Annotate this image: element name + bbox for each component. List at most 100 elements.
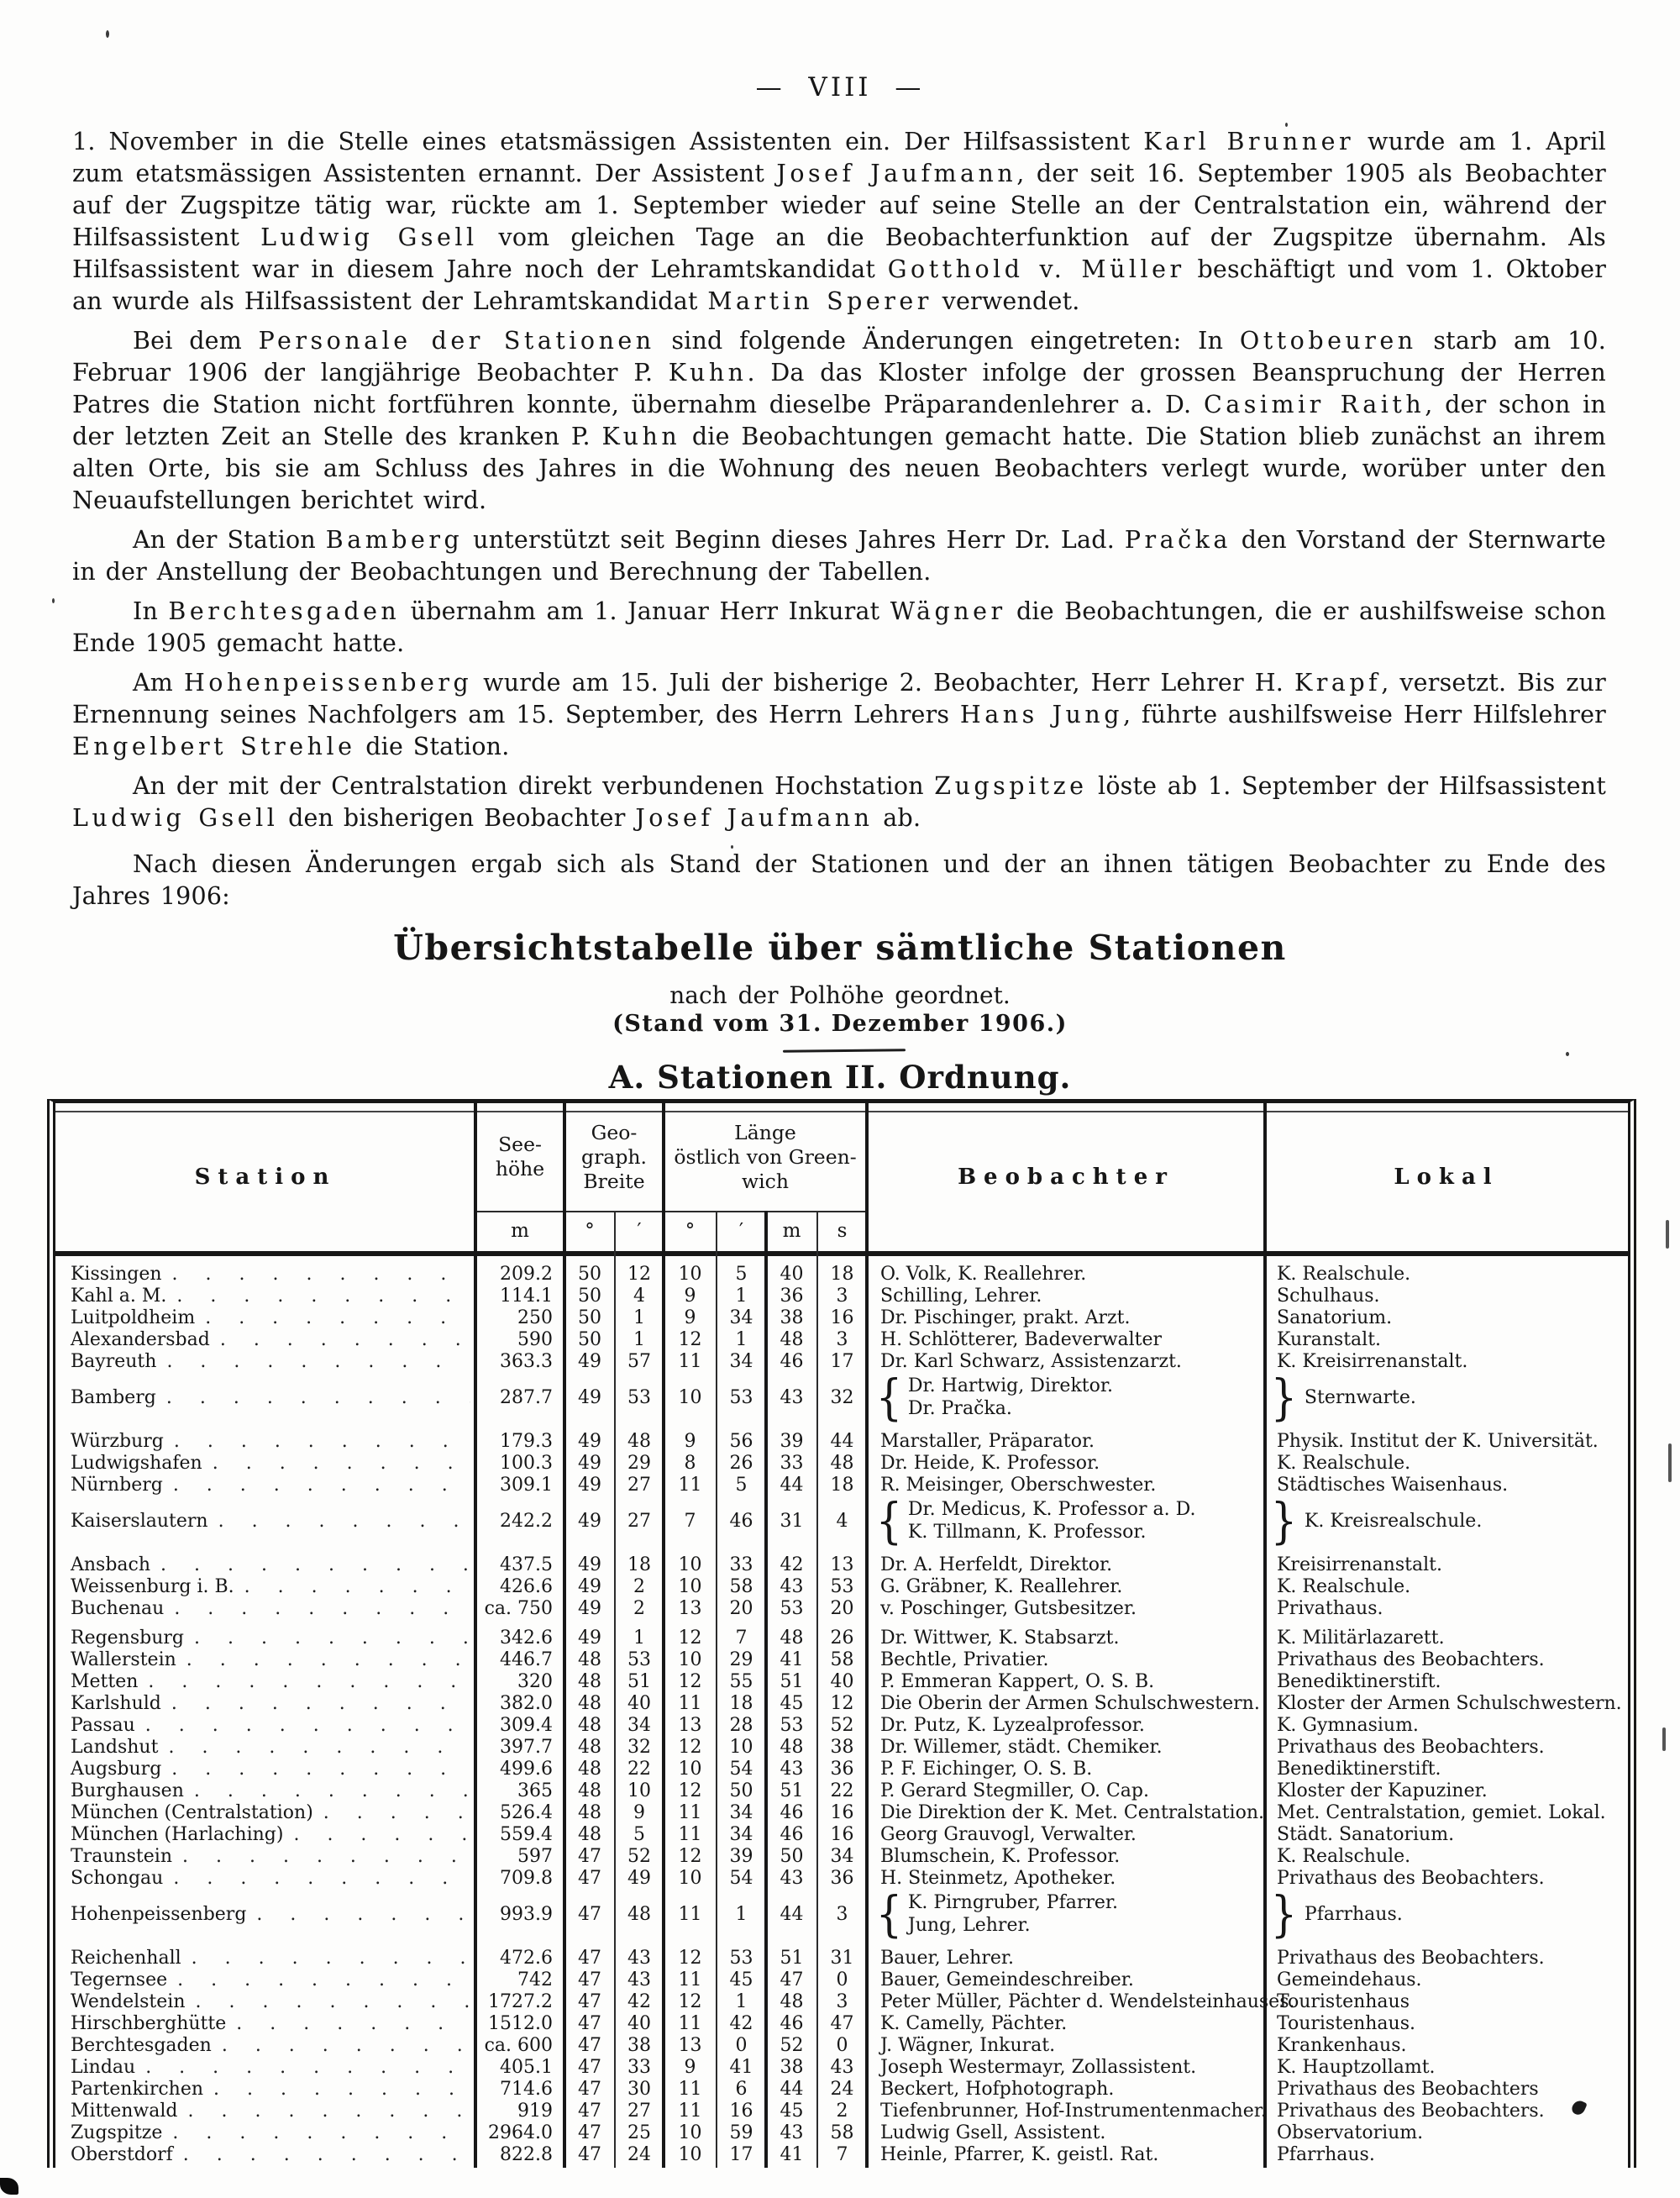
lokal-text: Touristenhaus [1277,1990,1410,2012]
units-divider [475,1211,867,1212]
lokal-text: Städtisches Waisenhaus. [1277,1474,1509,1496]
laenge-min-cell: 16 [729,2100,753,2122]
lokal-cell: K. Realschule. [1265,1576,1628,1597]
breite-deg-cell: 48 [578,1692,601,1714]
dot-leader: . . . . . . . . . . . . . . . . . . . . … [205,1307,470,1328]
laenge-s-cell: 22 [830,1780,854,1801]
scan-artifact [1285,123,1288,127]
breite-min-cell: 48 [627,1430,651,1452]
beobachter-cell: Bauer, Lehrer. [880,1947,1014,1969]
laenge-m-cell: 53 [780,1714,804,1736]
station-cell: Partenkirchen . . . . . . . . . . . . . .… [55,2079,475,2100]
station-name: Weissenburg i. B. [71,1575,234,1597]
emphasized-name: Casimir Raith [1203,391,1425,418]
breite-deg-cell: 47 [578,1903,601,1925]
beobachter-name: K. Tillmann, K. Professor. [907,1522,1147,1543]
laenge-s-cell: 12 [830,1692,854,1714]
station-cell: Burghausen . . . . . . . . . . . . . . . … [55,1780,475,1801]
station-cell: Landshut . . . . . . . . . . . . . . . . … [55,1737,475,1758]
seehoehe-cell: 287.7 [500,1386,553,1408]
beobachter-cell: H. Steinmetz, Apotheker. [880,1867,1116,1889]
station-name: Würzburg [71,1430,164,1452]
lokal-text: K. Hauptzollamt. [1277,2056,1436,2078]
laenge-m-cell: 46 [780,2012,804,2034]
breite-min-cell: 42 [627,1990,651,2012]
station-cell: Lindau . . . . . . . . . . . . . . . . . … [55,2057,475,2078]
station-cell: Buchenau . . . . . . . . . . . . . . . . … [55,1598,475,1619]
breite-deg-cell: 47 [578,2078,601,2100]
beobachter-name: Dr. Pračka. [907,1398,1012,1419]
laenge-min-cell: 54 [729,1867,753,1889]
laenge-min-cell: 6 [735,2078,748,2100]
lokal-cell: Kuranstalt. [1265,1329,1628,1350]
laenge-m-cell: 43 [780,1758,804,1780]
text-run: Am [133,669,184,697]
table-top-rule [55,1111,1628,1112]
table-row: Lindau . . . . . . . . . . . . . . . . . … [55,2056,1628,2078]
breite-deg-cell: 47 [578,2100,601,2122]
breite-min-cell: 1 [633,1328,645,1350]
dot-leader: . . . . . . . . . . . . . . . . . . . . … [145,2056,470,2078]
lokal-cell: Privathaus des Beobachters. [1265,1868,1628,1889]
laenge-m-cell: 44 [780,1474,804,1496]
breite-deg-cell: 48 [578,1758,601,1780]
laenge-s-cell: 16 [830,1823,854,1845]
seehoehe-cell: ca. 600 [484,2034,553,2056]
breite-deg-cell: 50 [578,1263,601,1285]
dot-leader: . . . . . . . . . . . . . . . . . . . . … [236,2012,470,2034]
unit-lat-minutes: ′ [637,1220,642,1242]
laenge-m-cell: 43 [780,1575,804,1597]
laenge-s-cell: 3 [836,1990,848,2012]
station-name: Burghausen [71,1780,184,1801]
lokal-cell: Privathaus des Beobachters. [1265,2101,1628,2122]
dot-leader: . . . . . . . . . . . . . . . . . . . . … [173,1867,470,1889]
lokal-text: K. Militärlazarett. [1277,1627,1445,1648]
table-row: Berchtesgaden . . . . . . . . . . . . . .… [55,2034,1628,2056]
dot-leader: . . . . . . . . . . . . . . . . . . . . … [219,1328,470,1350]
laenge-s-cell: 40 [830,1670,854,1692]
station-name: Hirschberghütte [71,2012,227,2034]
station-cell: Hirschberghütte . . . . . . . . . . . . .… [55,2013,475,2034]
lokal-cell: Kloster der Armen Schulschwestern. [1265,1693,1628,1714]
breite-deg-cell: 49 [578,1510,601,1532]
dot-leader: . . . . . . . . . . . . . . . . . . . . … [176,1285,470,1307]
laenge-s-cell: 0 [836,1969,848,1990]
laenge-min-cell: 53 [729,1386,753,1408]
station-name: Luitpoldheim [71,1307,196,1328]
section-heading: A. Stationen II. Ordnung. [608,1059,1072,1096]
lokal-text: Privathaus des Beobachters. [1277,1648,1545,1670]
seehoehe-cell: 2964.0 [488,2122,553,2143]
seehoehe-cell: 714.6 [500,2078,553,2100]
seehoehe-cell: 597 [517,1845,553,1867]
dot-leader: . . . . . . . . . . . . . . . . . . . . … [221,2034,470,2056]
station-cell: Ludwigshafen . . . . . . . . . . . . . . … [55,1453,475,1474]
breite-deg-cell: 48 [578,1736,601,1758]
text-run: 1. November in die Stelle eines etatsmäs… [72,128,1144,155]
laenge-min-cell: 34 [729,1801,753,1823]
laenge-deg-cell: 11 [678,1692,702,1714]
emphasized-name: Krapf [1294,669,1382,697]
laenge-min-cell: 18 [729,1692,753,1714]
laenge-m-cell: 52 [780,2034,804,2056]
dot-leader: . . . . . . . . . . . . . . . . . . . . … [186,1648,470,1670]
dot-leader: . . . . . . . . . . . . . . . . . . . . … [177,1969,470,1990]
table-title: Übersichtstabelle über sämtliche Station… [393,928,1287,968]
laenge-s-cell: 34 [830,1845,854,1867]
table-row: Oberstdorf . . . . . . . . . . . . . . . … [55,2143,1628,2165]
station-name: Zugspitze [71,2122,163,2143]
laenge-s-cell: 52 [830,1714,854,1736]
breite-min-cell: 33 [627,2056,651,2078]
col-header-lokal: Lokal [1394,1164,1499,1190]
laenge-s-cell: 16 [830,1801,854,1823]
lokal-cell: Privathaus des Beobachters. [1265,1737,1628,1758]
seehoehe-cell: 526.4 [500,1801,553,1823]
laenge-s-cell: 48 [830,1452,854,1474]
station-cell: Schongau . . . . . . . . . . . . . . . . … [55,1868,475,1889]
dot-leader: . . . . . . . . . . . . . . . . . . . . … [218,1510,470,1532]
seehoehe-cell: 426.6 [500,1575,553,1597]
beobachter-cell: Beckert, Hofphotograph. [880,2078,1115,2100]
seehoehe-cell: 1727.2 [488,1990,553,2012]
laenge-min-cell: 56 [729,1430,753,1452]
laenge-m-cell: 42 [780,1554,804,1575]
station-name: München (Harlaching) [71,1823,284,1845]
